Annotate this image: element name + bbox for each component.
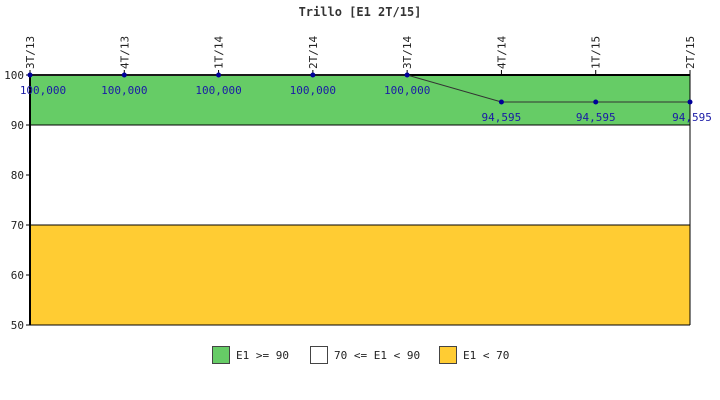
data-label: 100,000 [384,84,430,97]
data-point [498,99,504,105]
series-line [30,74,690,103]
data-label: 94,595 [482,111,522,124]
band-1 [30,125,690,225]
y-tick-label: 60 [11,269,24,282]
data-label: 94,595 [672,111,712,124]
labels-layer: 3T/13 4T/13 1T/14 2T/14 3T/14 4T/14 1T/15 2T/15… [20,36,712,125]
data-point [687,99,693,105]
legend-label: E1 < 70 [463,348,510,362]
legend-swatch [310,346,328,364]
data-label: 100,000 [195,84,241,97]
data-label: 94,595 [576,111,616,124]
data-label: 100,000 [101,84,147,97]
series-line-layer [27,72,693,105]
data-point [310,72,316,78]
legend-item: 70 <= E1 < 90 [310,345,420,365]
data-point [216,72,222,78]
data-label: 100,000 [20,84,66,97]
y-tick-label: 50 [11,319,24,332]
x-tick-label: 4T/14 [495,36,508,69]
data-point [404,72,410,78]
threshold-bands [30,74,690,325]
chart-title: Trillo [E1 2T/15] [299,5,422,19]
data-point [121,72,127,78]
x-tick-label: 3T/13 [24,36,37,69]
x-tick-label: 1T/14 [213,36,226,69]
x-tick-label: 4T/13 [118,36,131,69]
legend-label: 70 <= E1 < 90 [334,348,421,362]
data-point [27,72,33,78]
data-point [593,99,599,105]
band-2 [30,225,690,325]
legend-item: E1 >= 90 [212,345,289,365]
legend-swatch [212,346,230,364]
y-tick-label: 100 [4,69,24,82]
axes: 50 60 70 80 90 100 [4,69,691,332]
legend-swatch [439,346,457,364]
y-tick-label: 90 [11,119,24,132]
y-tick-label: 70 [11,219,24,232]
data-label: 100,000 [290,84,336,97]
legend-item: E1 < 70 [439,345,509,365]
y-tick-label: 80 [11,169,24,182]
x-tick-label: 2T/15 [684,36,697,69]
x-tick-label: 1T/15 [590,36,603,69]
legend: E1 >= 90 70 <= E1 < 90 E1 < 70 [0,345,720,367]
band-0 [30,75,690,125]
x-tick-label: 3T/14 [401,36,414,69]
legend-label: E1 >= 90 [236,348,289,362]
x-tick-label: 2T/14 [307,36,320,69]
